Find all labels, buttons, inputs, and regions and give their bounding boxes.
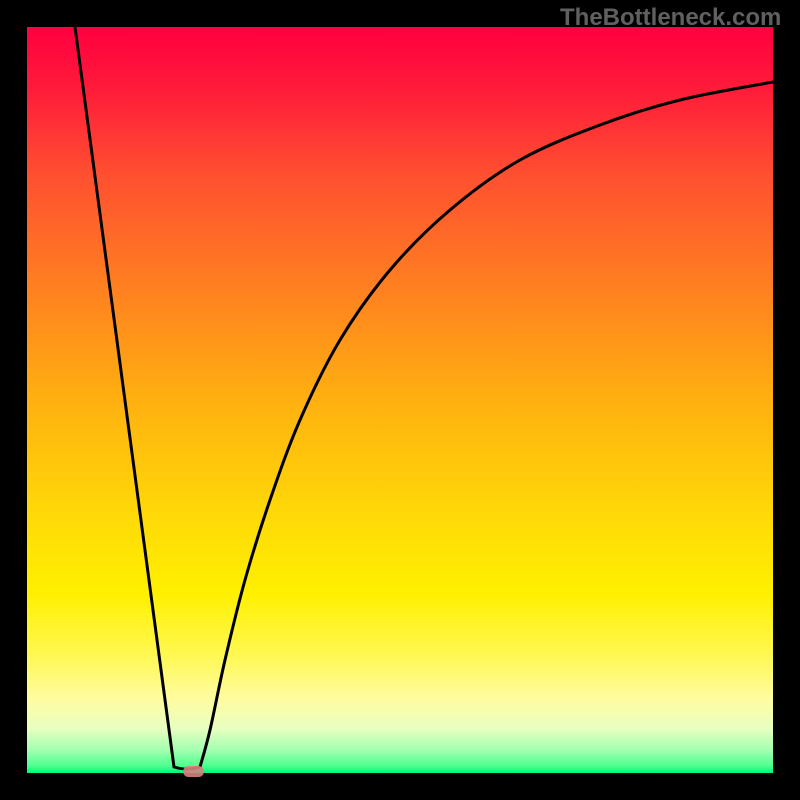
optimal-marker xyxy=(183,766,204,777)
curve-path xyxy=(75,27,773,769)
bottleneck-curve xyxy=(27,27,773,773)
plot-area xyxy=(27,27,773,773)
watermark-text: TheBottleneck.com xyxy=(560,4,781,32)
chart-container: TheBottleneck.com xyxy=(0,0,800,800)
